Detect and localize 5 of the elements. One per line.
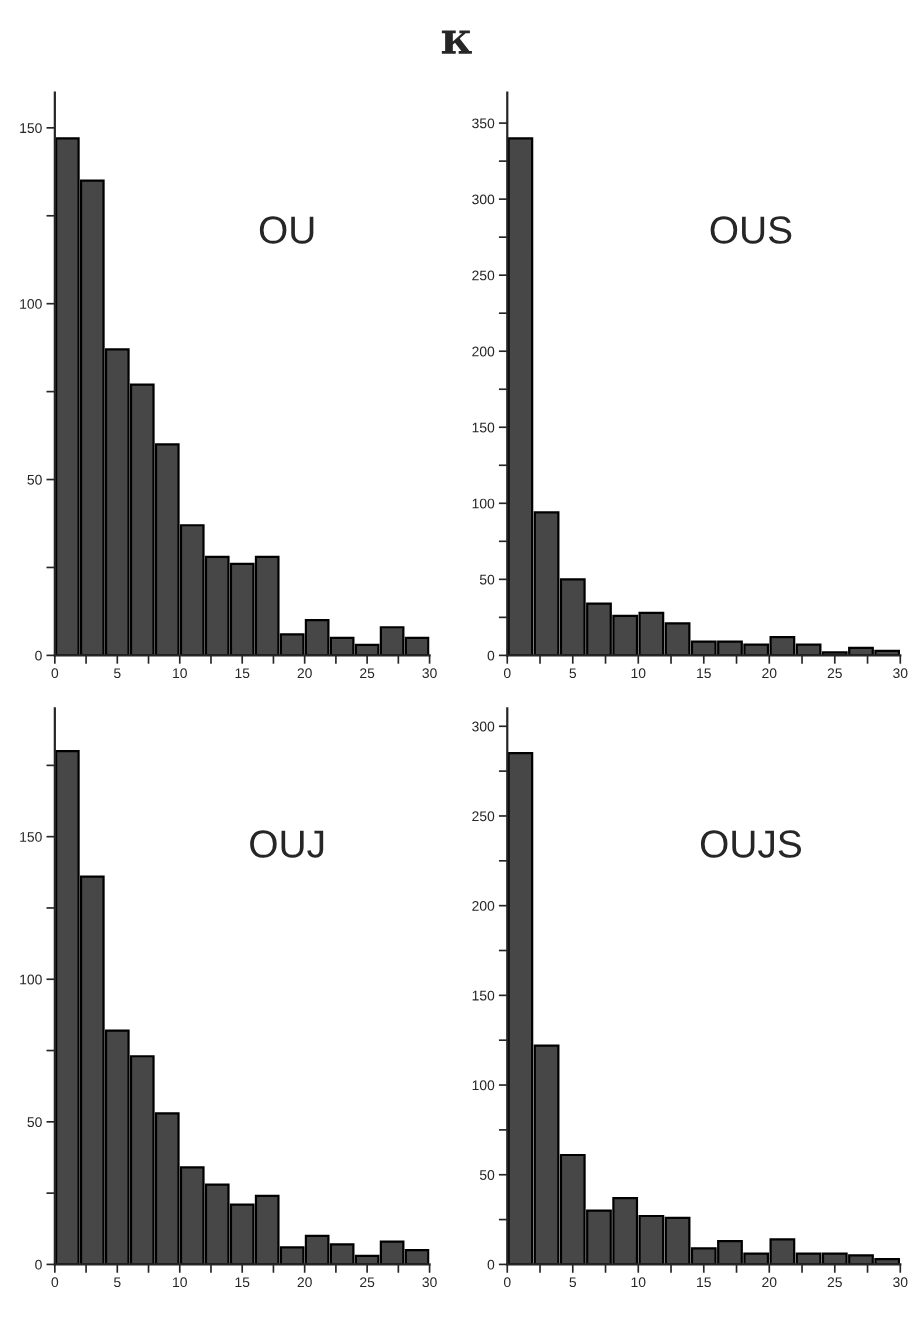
annotation: OUS	[710, 216, 792, 244]
annotation: OUJS	[700, 830, 802, 858]
annotation: OUJ	[250, 830, 324, 858]
annotation: OU	[259, 216, 314, 244]
chart-title: κ	[441, 30, 472, 54]
